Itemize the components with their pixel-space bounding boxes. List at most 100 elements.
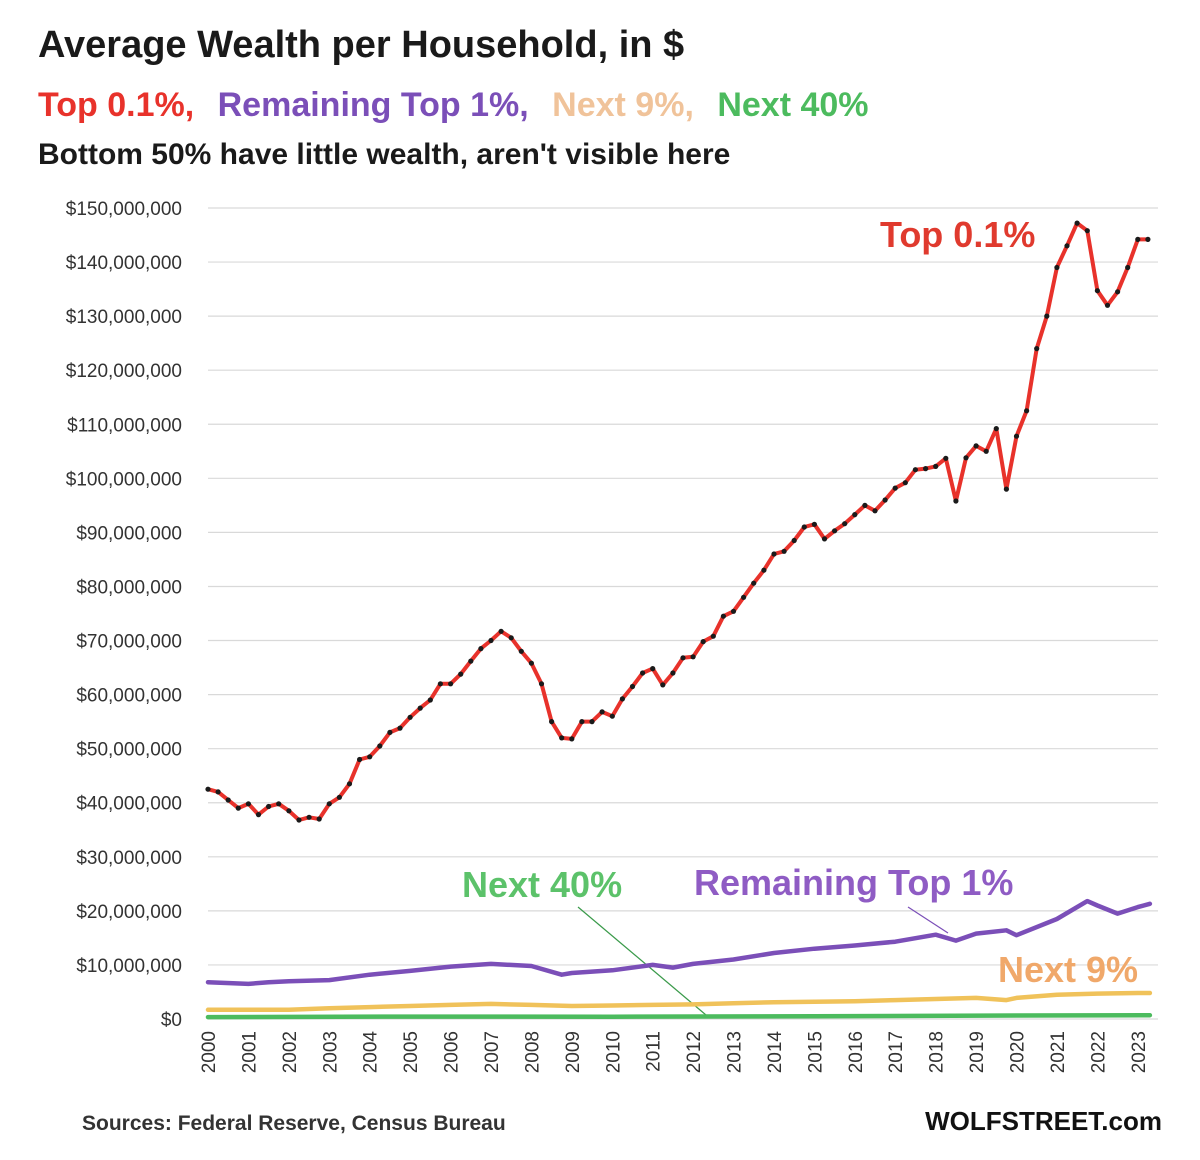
- data-point: [862, 502, 868, 508]
- series-line-top-0-1: [206, 221, 1150, 822]
- data-point: [377, 743, 383, 749]
- data-point: [811, 521, 818, 527]
- data-point: [599, 709, 605, 715]
- data-point: [407, 714, 413, 720]
- data-point: [215, 789, 221, 795]
- data-point: [640, 670, 646, 676]
- data-point: [983, 448, 989, 454]
- data-point: [821, 536, 828, 542]
- data-point: [1145, 236, 1151, 242]
- data-point: [882, 497, 888, 503]
- data-point: [690, 654, 696, 660]
- annotation-next-40: Next 40%: [462, 864, 622, 905]
- subtitle-next-9: Next 9%,: [552, 86, 694, 124]
- data-point: [710, 633, 716, 639]
- data-point: [417, 705, 423, 711]
- data-point: [923, 466, 929, 472]
- chart-subtitle: Top 0.1%, Remaining Top 1%, Next 9%, Nex…: [38, 86, 869, 125]
- x-tick-label: 2003: [320, 1031, 341, 1073]
- y-tick-label: $20,000,000: [76, 902, 182, 923]
- y-tick-label: $140,000,000: [66, 253, 182, 274]
- data-point: [872, 508, 878, 514]
- data-point: [1003, 486, 1010, 492]
- x-tick-label: 2008: [522, 1031, 543, 1073]
- y-tick-label: $40,000,000: [76, 794, 182, 815]
- y-tick-label: $70,000,000: [76, 632, 182, 653]
- data-point: [367, 754, 373, 760]
- data-point: [781, 548, 787, 554]
- y-tick-label: $0: [161, 1010, 182, 1031]
- data-point: [518, 648, 524, 654]
- subtitle-remaining-top-1: Remaining Top 1%,: [217, 86, 529, 124]
- x-tick-label: 2007: [482, 1031, 503, 1073]
- annotation-next-9: Next 9%: [998, 949, 1138, 990]
- data-point: [741, 594, 747, 600]
- remaining-top-1-leader-line: [907, 906, 949, 934]
- data-point: [943, 455, 949, 461]
- data-point: [1064, 243, 1070, 249]
- data-point: [973, 443, 979, 449]
- x-tick-label: 2012: [684, 1031, 705, 1073]
- data-point: [276, 801, 282, 807]
- data-point: [528, 660, 535, 666]
- x-tick-label: 2022: [1088, 1031, 1109, 1073]
- data-point: [761, 567, 767, 573]
- data-point: [245, 801, 251, 807]
- data-point: [730, 608, 737, 614]
- annotation-remaining-top-1: Remaining Top 1%: [694, 862, 1013, 903]
- x-tick-label: 2010: [603, 1031, 624, 1073]
- y-tick-label: $110,000,000: [67, 415, 182, 436]
- x-tick-label: 2013: [725, 1031, 746, 1073]
- series-line-remaining-top-1: [205, 898, 1153, 987]
- data-point: [670, 670, 676, 676]
- chart-title: Average Wealth per Household, in $: [38, 24, 685, 66]
- source-note: Sources: Federal Reserve, Census Bureau: [82, 1112, 506, 1135]
- data-point: [255, 812, 262, 818]
- data-point: [771, 551, 777, 557]
- data-point: [1024, 408, 1030, 414]
- x-tick-label: 2023: [1129, 1031, 1150, 1073]
- data-point: [1013, 433, 1020, 439]
- data-point: [1034, 346, 1040, 352]
- x-tick-label: 2015: [805, 1031, 826, 1073]
- data-point: [579, 719, 585, 725]
- data-point: [397, 725, 403, 731]
- data-point: [902, 480, 908, 486]
- data-point: [458, 671, 464, 677]
- data-point: [346, 781, 353, 787]
- data-point: [296, 817, 302, 823]
- series-line-next-40: [205, 1012, 1153, 1020]
- data-point: [953, 498, 959, 504]
- data-point: [832, 528, 838, 534]
- data-point: [235, 805, 241, 811]
- data-point: [1084, 228, 1090, 234]
- data-point: [963, 455, 969, 461]
- data-point: [559, 735, 565, 741]
- y-tick-label: $150,000,000: [66, 199, 182, 220]
- x-tick-label: 2021: [1048, 1031, 1069, 1073]
- data-point: [720, 613, 727, 619]
- data-point: [700, 639, 706, 645]
- x-tick-label: 2019: [967, 1031, 988, 1073]
- y-tick-label: $50,000,000: [76, 740, 182, 761]
- data-point: [1054, 264, 1060, 271]
- data-point: [619, 696, 626, 702]
- data-point: [336, 794, 342, 800]
- data-point: [1094, 288, 1100, 294]
- data-point: [488, 637, 494, 644]
- data-point: [266, 803, 272, 810]
- data-point: [993, 426, 999, 432]
- series-line-next-9: [205, 990, 1153, 1013]
- data-point: [387, 729, 393, 736]
- subtitle-next-40: Next 40%: [717, 86, 869, 124]
- y-tick-label: $80,000,000: [76, 577, 182, 598]
- data-point: [357, 756, 363, 763]
- data-point: [1074, 220, 1080, 226]
- x-tick-label: 2017: [886, 1031, 907, 1073]
- x-tick-label: 2006: [442, 1031, 463, 1073]
- data-point: [852, 511, 858, 518]
- next-40-leader-line: [577, 906, 707, 1016]
- data-point: [650, 666, 656, 672]
- data-point: [751, 580, 757, 586]
